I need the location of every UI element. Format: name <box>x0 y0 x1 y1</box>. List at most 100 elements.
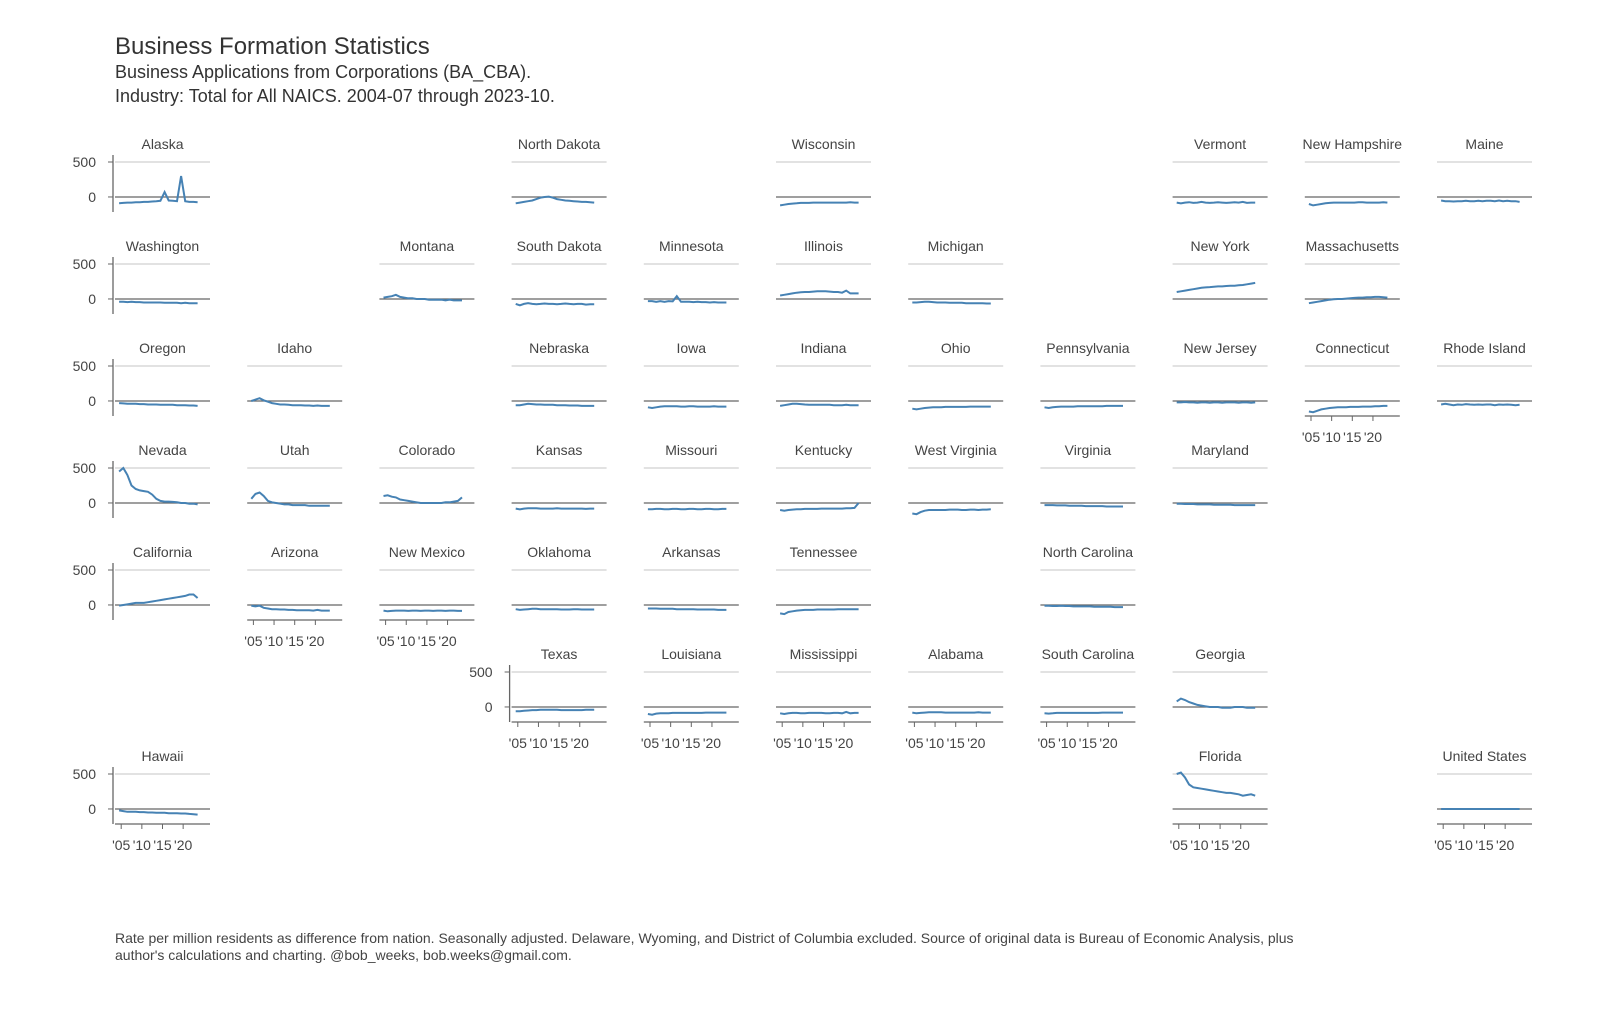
line <box>119 300 198 305</box>
panel-title: Hawaii <box>141 748 183 764</box>
panel-title: North Carolina <box>1043 544 1133 560</box>
x-tick-label: '10 <box>529 735 547 751</box>
x-tick-label: '10 <box>1455 837 1473 853</box>
line <box>1044 404 1123 410</box>
chart-subtitle: Industry: Total for All NAICS. 2004-07 t… <box>115 86 555 106</box>
line <box>383 293 462 302</box>
panel-title: Rhode Island <box>1443 340 1526 356</box>
line <box>1176 697 1256 709</box>
y-tick-label: 500 <box>73 766 97 782</box>
x-tick-label: '15 <box>682 735 700 751</box>
x-tick-label: '05 <box>1037 735 1055 751</box>
line <box>251 604 330 612</box>
x-tick-label: '05 <box>1302 429 1320 445</box>
x-tick-label: '20 <box>1496 837 1514 853</box>
panel-title: South Carolina <box>1042 646 1135 662</box>
x-tick-label: '20 <box>438 633 456 649</box>
line <box>515 607 595 611</box>
x-tick-label: '10 <box>133 837 151 853</box>
panel-title: Georgia <box>1195 646 1245 662</box>
line <box>118 593 199 607</box>
y-tick-label: 500 <box>73 154 97 170</box>
y-tick-label: 0 <box>88 801 96 817</box>
x-tick-label: '20 <box>967 735 985 751</box>
x-tick-label: '05 <box>244 633 262 649</box>
y-tick-label: 500 <box>469 664 493 680</box>
panel-title: Kentucky <box>795 442 853 458</box>
chart-subtitle: Business Applications from Corporations … <box>115 62 531 83</box>
panel-title: Nebraska <box>529 340 589 356</box>
line <box>118 809 198 816</box>
panel-title: Massachusetts <box>1306 238 1399 254</box>
panel-title: Washington <box>126 238 199 254</box>
x-tick-label: '05 <box>509 735 527 751</box>
line <box>1176 502 1256 507</box>
line <box>383 494 463 504</box>
line <box>1176 771 1256 797</box>
x-tick-label: '05 <box>773 735 791 751</box>
x-tick-label: '15 <box>418 633 436 649</box>
panel-title: West Virginia <box>915 442 997 458</box>
x-tick-label: '15 <box>1343 429 1361 445</box>
panel-title: Pennsylvania <box>1046 340 1129 356</box>
x-tick-label: '10 <box>926 735 944 751</box>
line <box>250 491 330 507</box>
x-tick-label: '15 <box>814 735 832 751</box>
panel-title: North Dakota <box>518 136 601 152</box>
x-tick-label: '15 <box>947 735 965 751</box>
panel-title: Kansas <box>536 442 583 458</box>
line <box>779 289 859 297</box>
line <box>515 402 595 407</box>
panel-title: Mississippi <box>790 646 858 662</box>
line <box>647 711 727 716</box>
x-tick-label: '05 <box>112 837 130 853</box>
line <box>515 195 595 205</box>
line <box>1044 504 1123 508</box>
panel-title: Utah <box>280 442 310 458</box>
panel-title: Ohio <box>941 340 971 356</box>
x-tick-label: '15 <box>286 633 304 649</box>
line <box>515 708 595 713</box>
panel-title: Indiana <box>801 340 847 356</box>
x-tick-label: '05 <box>1434 837 1452 853</box>
x-tick-label: '20 <box>571 735 589 751</box>
x-tick-label: '05 <box>905 735 923 751</box>
line <box>647 405 727 410</box>
x-tick-label: '15 <box>550 735 568 751</box>
line <box>779 502 860 512</box>
y-tick-label: 500 <box>73 358 97 374</box>
x-tick-label: '20 <box>1364 429 1382 445</box>
panel-title: South Dakota <box>517 238 602 254</box>
x-tick-label: '10 <box>265 633 283 649</box>
line <box>912 711 991 715</box>
panel-title: Minnesota <box>659 238 724 254</box>
panel-title: Louisiana <box>661 646 721 662</box>
line <box>1308 201 1388 207</box>
panel-title: Vermont <box>1194 136 1246 152</box>
panel-title: Montana <box>400 238 455 254</box>
panel-title: Michigan <box>928 238 984 254</box>
y-tick-label: 0 <box>88 291 96 307</box>
x-tick-label: '10 <box>794 735 812 751</box>
line <box>1176 200 1256 205</box>
x-tick-label: '10 <box>1323 429 1341 445</box>
x-tick-label: '05 <box>1170 837 1188 853</box>
panel-title: Florida <box>1199 748 1242 764</box>
x-tick-label: '20 <box>835 735 853 751</box>
x-tick-label: '10 <box>397 633 415 649</box>
panel-title: Missouri <box>665 442 717 458</box>
y-tick-label: 500 <box>73 460 97 476</box>
x-tick-label: '15 <box>153 837 171 853</box>
y-tick-label: 0 <box>88 597 96 613</box>
line <box>912 508 991 516</box>
line <box>647 607 727 611</box>
y-tick-label: 0 <box>485 699 493 715</box>
panel-title: Illinois <box>804 238 843 254</box>
line <box>779 608 859 616</box>
panel-title: Nevada <box>138 442 186 458</box>
x-tick-label: '20 <box>306 633 324 649</box>
panel-title: Virginia <box>1065 442 1112 458</box>
x-tick-label: '05 <box>376 633 394 649</box>
x-tick-label: '15 <box>1475 837 1493 853</box>
